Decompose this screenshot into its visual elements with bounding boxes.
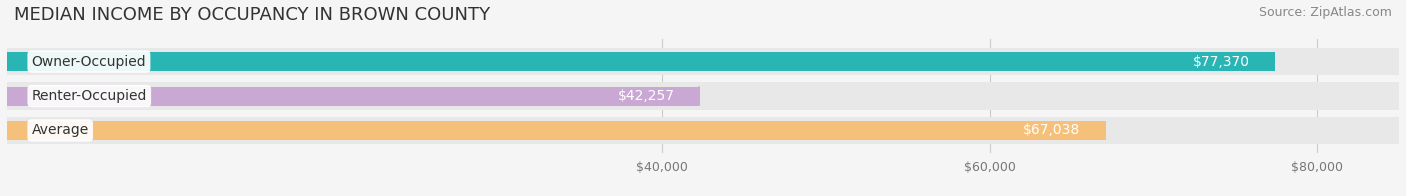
Bar — [7, 82, 1399, 110]
Text: $42,257: $42,257 — [617, 89, 675, 103]
Bar — [7, 87, 699, 105]
Text: MEDIAN INCOME BY OCCUPANCY IN BROWN COUNTY: MEDIAN INCOME BY OCCUPANCY IN BROWN COUN… — [14, 6, 491, 24]
Bar — [7, 48, 1399, 75]
Text: Renter-Occupied: Renter-Occupied — [31, 89, 148, 103]
Text: Average: Average — [31, 123, 89, 137]
Text: $67,038: $67,038 — [1024, 123, 1080, 137]
Bar — [7, 121, 1105, 140]
Text: $77,370: $77,370 — [1192, 55, 1250, 69]
Bar — [7, 117, 1399, 144]
Text: Source: ZipAtlas.com: Source: ZipAtlas.com — [1258, 6, 1392, 19]
Bar — [7, 52, 1274, 71]
Text: Owner-Occupied: Owner-Occupied — [31, 55, 146, 69]
